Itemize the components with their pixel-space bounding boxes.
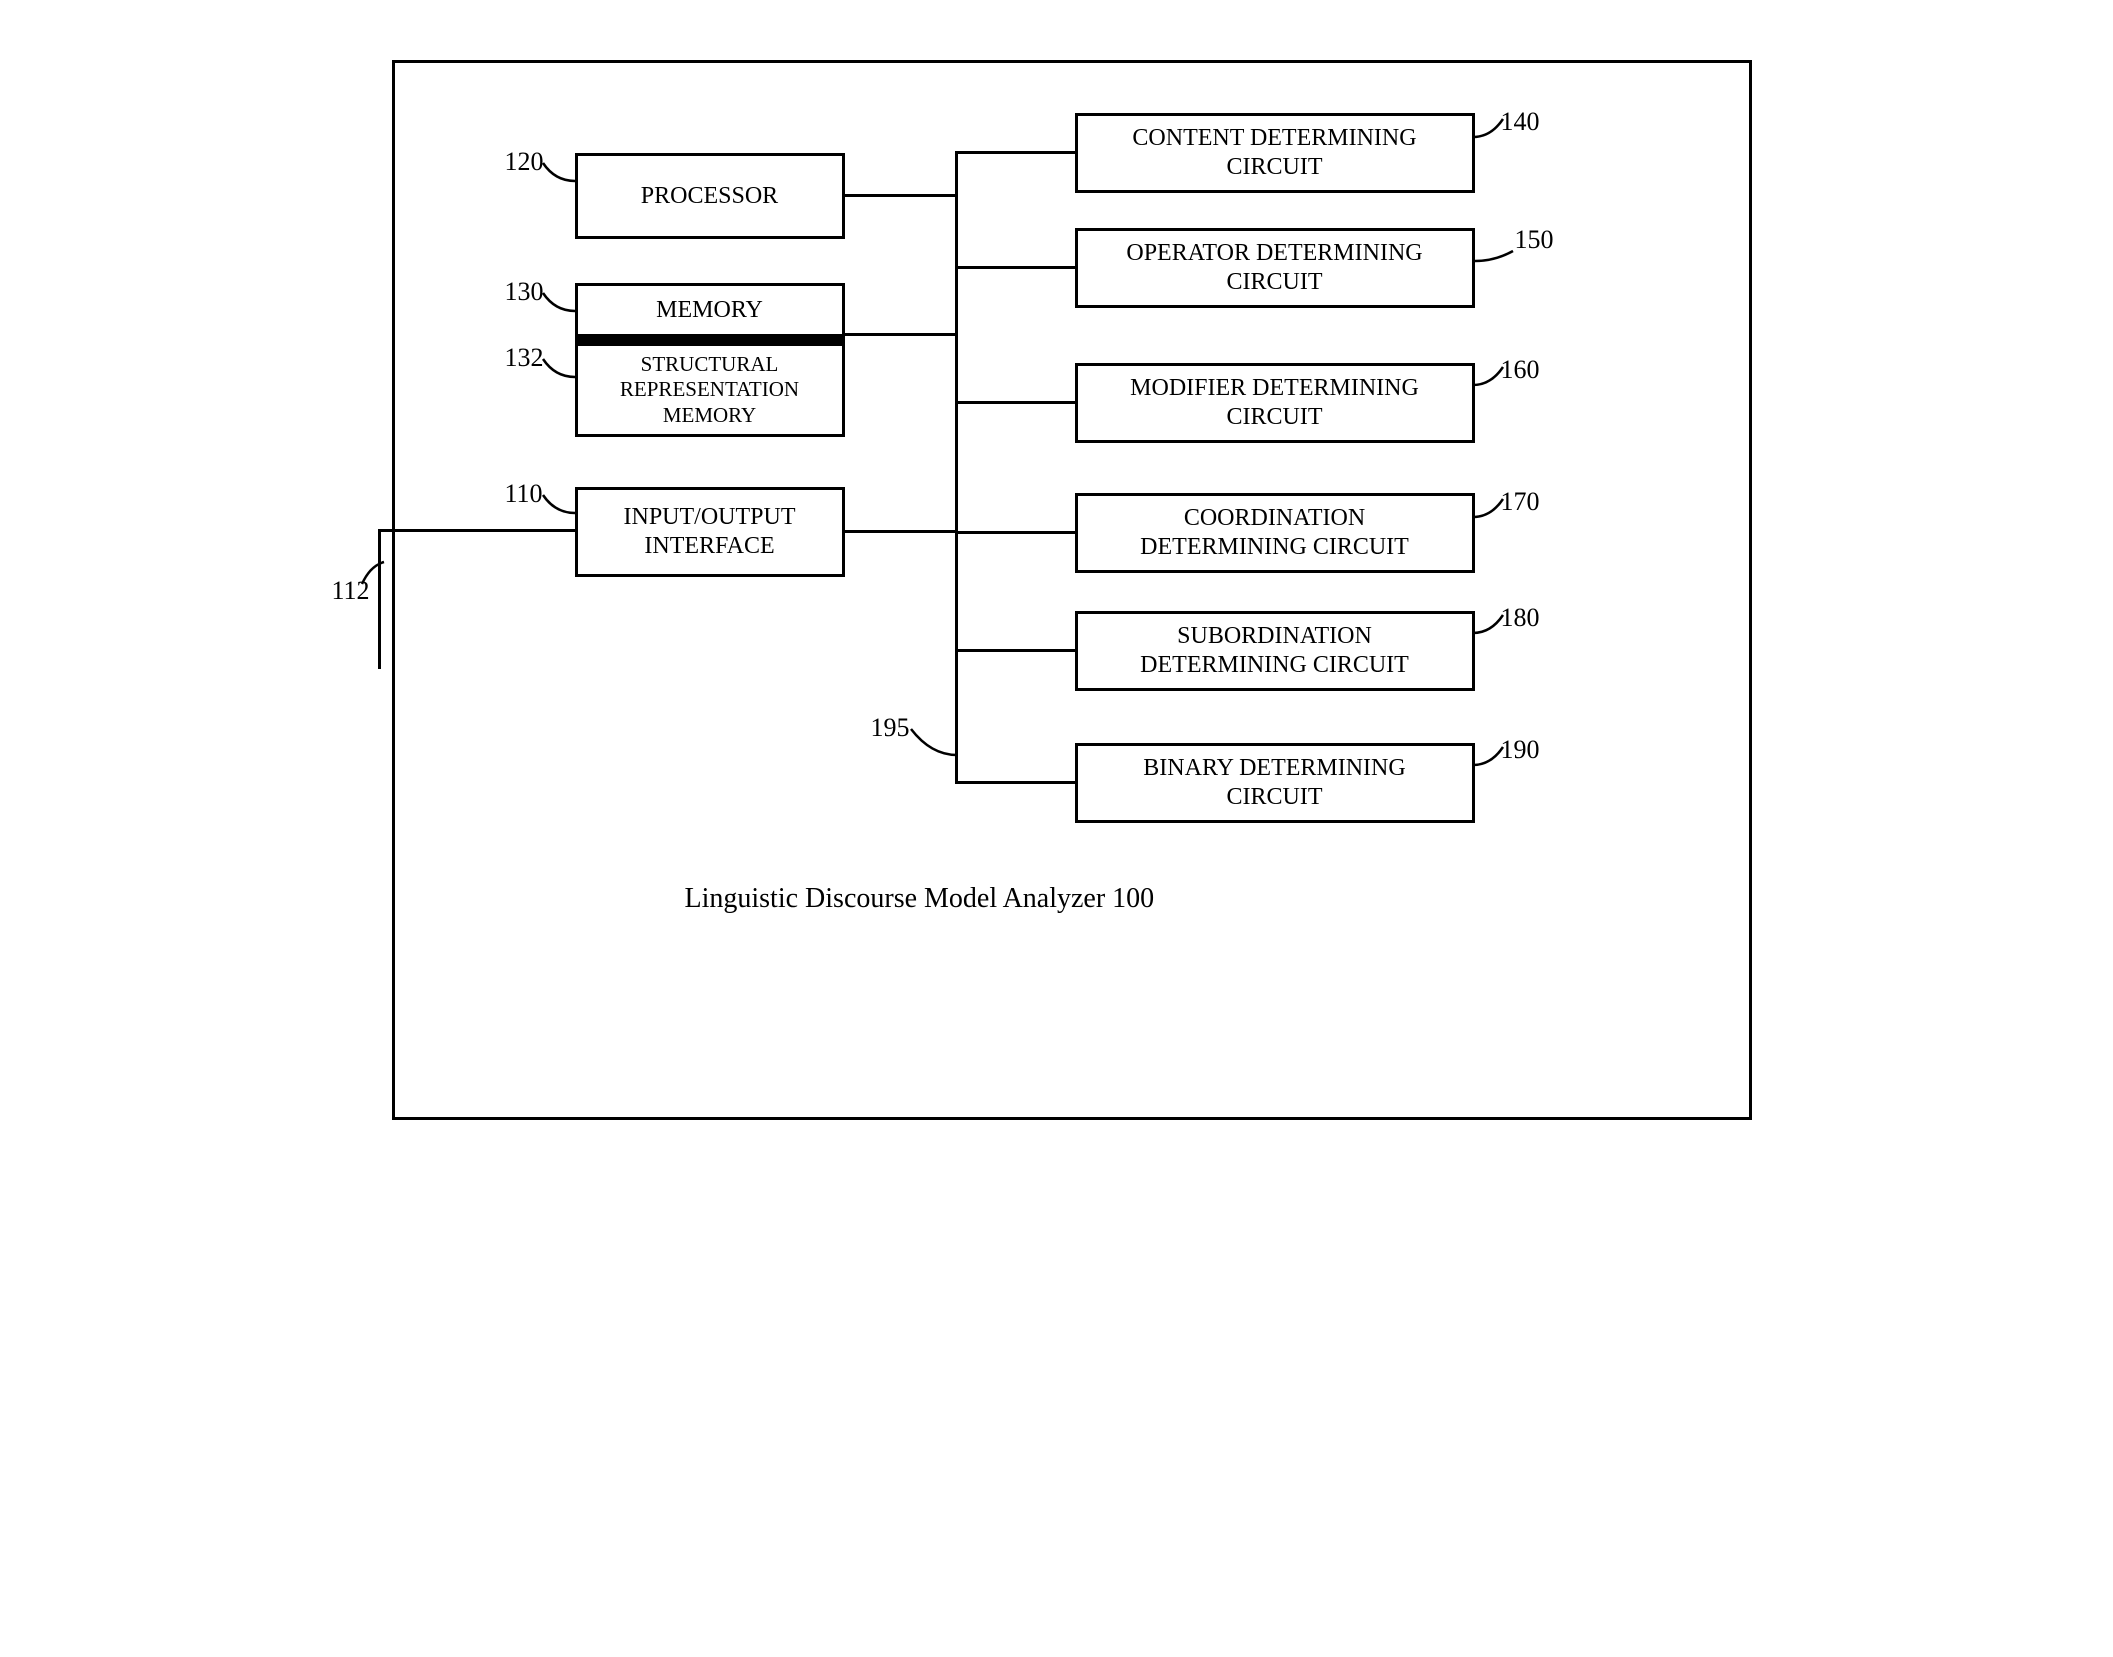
ref-130: 130: [505, 277, 544, 307]
subordination-circuit-block: SUBORDINATION DETERMINING CIRCUIT: [1075, 611, 1475, 691]
coordination-circuit-label: COORDINATION DETERMINING CIRCUIT: [1140, 504, 1409, 562]
io-interface-block: INPUT/OUTPUT INTERFACE: [575, 487, 845, 577]
ref-195: 195: [871, 713, 910, 743]
conn-io-bus: [845, 530, 958, 533]
leader-112: [362, 562, 392, 586]
content-circuit-label: CONTENT DETERMINING CIRCUIT: [1132, 124, 1416, 182]
conn-bus-coordination: [955, 531, 1078, 534]
processor-block: PROCESSOR: [575, 153, 845, 239]
ref-190: 190: [1501, 735, 1540, 765]
leader-160: [1473, 367, 1505, 389]
subordination-circuit-label: SUBORDINATION DETERMINING CIRCUIT: [1140, 622, 1409, 680]
coordination-circuit-block: COORDINATION DETERMINING CIRCUIT: [1075, 493, 1475, 573]
modifier-circuit-label: MODIFIER DETERMINING CIRCUIT: [1130, 374, 1419, 432]
conn-bus-operator: [955, 266, 1078, 269]
conn-bus-content: [955, 151, 1078, 154]
content-circuit-block: CONTENT DETERMINING CIRCUIT: [1075, 113, 1475, 193]
operator-circuit-block: OPERATOR DETERMINING CIRCUIT: [1075, 228, 1475, 308]
memory-block: MEMORY: [575, 283, 845, 337]
diagram-root: PROCESSOR MEMORY STRUCTURAL REPRESENTATI…: [332, 40, 1782, 1140]
ext-conn-vertical: [378, 529, 381, 669]
conn-bus-modifier: [955, 401, 1078, 404]
leader-180: [1473, 615, 1505, 637]
conn-bus-binary: [955, 781, 1078, 784]
ref-132: 132: [505, 343, 544, 373]
ref-160: 160: [1501, 355, 1540, 385]
leader-150: [1475, 251, 1515, 271]
leader-140: [1473, 119, 1505, 141]
conn-processor-bus: [845, 194, 958, 197]
leader-120: [543, 163, 578, 188]
leader-132: [543, 359, 578, 384]
ref-120: 120: [505, 147, 544, 177]
leader-195: [911, 729, 959, 759]
leader-130: [543, 293, 578, 318]
structural-memory-block: STRUCTURAL REPRESENTATION MEMORY: [575, 343, 845, 437]
diagram-caption: Linguistic Discourse Model Analyzer 100: [685, 883, 1155, 915]
ext-conn-horizontal: [378, 529, 575, 532]
memory-label: MEMORY: [656, 296, 763, 325]
leader-170: [1473, 499, 1505, 521]
ref-170: 170: [1501, 487, 1540, 517]
leader-110: [543, 495, 578, 520]
io-interface-label: INPUT/OUTPUT INTERFACE: [624, 503, 796, 561]
conn-memory-bus: [845, 333, 958, 336]
binary-circuit-block: BINARY DETERMINING CIRCUIT: [1075, 743, 1475, 823]
leader-190: [1473, 747, 1505, 769]
outer-frame: PROCESSOR MEMORY STRUCTURAL REPRESENTATI…: [392, 60, 1752, 1120]
processor-label: PROCESSOR: [641, 182, 778, 211]
operator-circuit-label: OPERATOR DETERMINING CIRCUIT: [1126, 239, 1422, 297]
modifier-circuit-block: MODIFIER DETERMINING CIRCUIT: [1075, 363, 1475, 443]
conn-bus-subordination: [955, 649, 1078, 652]
ref-180: 180: [1501, 603, 1540, 633]
ref-150: 150: [1515, 225, 1554, 255]
ref-140: 140: [1501, 107, 1540, 137]
bus-vertical: [955, 153, 958, 783]
ref-110: 110: [505, 479, 543, 509]
binary-circuit-label: BINARY DETERMINING CIRCUIT: [1143, 754, 1405, 812]
structural-memory-label: STRUCTURAL REPRESENTATION MEMORY: [620, 352, 799, 428]
